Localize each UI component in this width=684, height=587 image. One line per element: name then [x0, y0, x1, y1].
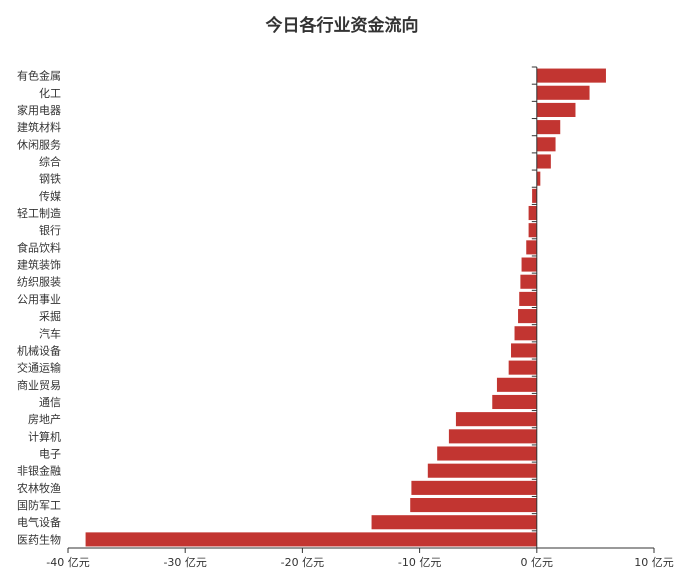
category-label: 通信: [39, 396, 61, 409]
category-label: 商业贸易: [17, 378, 61, 392]
bar: [518, 309, 537, 324]
bar: [371, 515, 537, 530]
bar: [427, 463, 537, 478]
bar: [532, 188, 537, 203]
category-label: 电气设备: [17, 515, 61, 529]
category-label: 建筑装饰: [17, 258, 61, 272]
category-label: 传媒: [39, 190, 61, 203]
bar: [455, 412, 537, 427]
category-label: 化工: [39, 86, 61, 100]
bar: [410, 498, 537, 513]
bar: [519, 291, 537, 306]
category-label: 电子: [39, 448, 61, 461]
category-label: 休闲服务: [17, 137, 61, 151]
bar: [536, 120, 561, 135]
bar: [511, 343, 537, 358]
value-tick-label: -30 亿元: [163, 556, 206, 569]
category-label: 综合: [39, 154, 61, 168]
value-tick-label: -20 亿元: [281, 556, 324, 569]
category-label: 机械设备: [17, 343, 61, 357]
category-label: 汽车: [39, 326, 61, 340]
value-tick-label: 0 亿元: [521, 556, 554, 569]
bar: [521, 257, 537, 272]
bar: [411, 480, 537, 495]
bar: [528, 205, 537, 221]
bar: [536, 102, 576, 117]
bar: [437, 446, 537, 461]
bar: [520, 274, 537, 289]
category-label: 公用事业: [17, 293, 61, 306]
bar: [536, 85, 590, 100]
chart-title: 今日各行业资金流向: [265, 16, 419, 36]
bar: [514, 326, 537, 341]
bar: [492, 394, 537, 410]
category-label: 计算机: [28, 429, 61, 443]
bar: [528, 223, 537, 238]
category-label: 非银金融: [17, 464, 61, 478]
category-label: 纺织服装: [17, 275, 61, 289]
category-label: 交通运输: [17, 361, 61, 375]
bar: [536, 154, 551, 169]
category-label: 房地产: [28, 412, 61, 426]
category-label: 银行: [39, 223, 61, 237]
value-tick-label: -40 亿元: [46, 556, 89, 569]
value-tick-label: 10 亿元: [634, 556, 674, 569]
bar: [536, 137, 556, 152]
category-label: 轻工制造: [17, 206, 61, 220]
value-tick-label: -10 亿元: [398, 556, 441, 569]
bar: [536, 171, 541, 186]
bar: [536, 68, 606, 83]
bar: [496, 377, 537, 392]
category-label: 国防军工: [17, 498, 61, 512]
category-label: 医药生物: [17, 532, 61, 546]
category-label: 建筑材料: [17, 120, 61, 134]
category-label: 农林牧渔: [17, 481, 61, 495]
bar: [85, 532, 537, 547]
bar: [526, 240, 537, 255]
category-label: 有色金属: [17, 69, 61, 83]
bar: [448, 429, 537, 444]
category-label: 采掘: [39, 309, 61, 323]
bar: [508, 360, 537, 375]
category-label: 钢铁: [39, 173, 61, 186]
category-label: 食品饮料: [17, 240, 61, 254]
category-label: 家用电器: [17, 103, 61, 117]
